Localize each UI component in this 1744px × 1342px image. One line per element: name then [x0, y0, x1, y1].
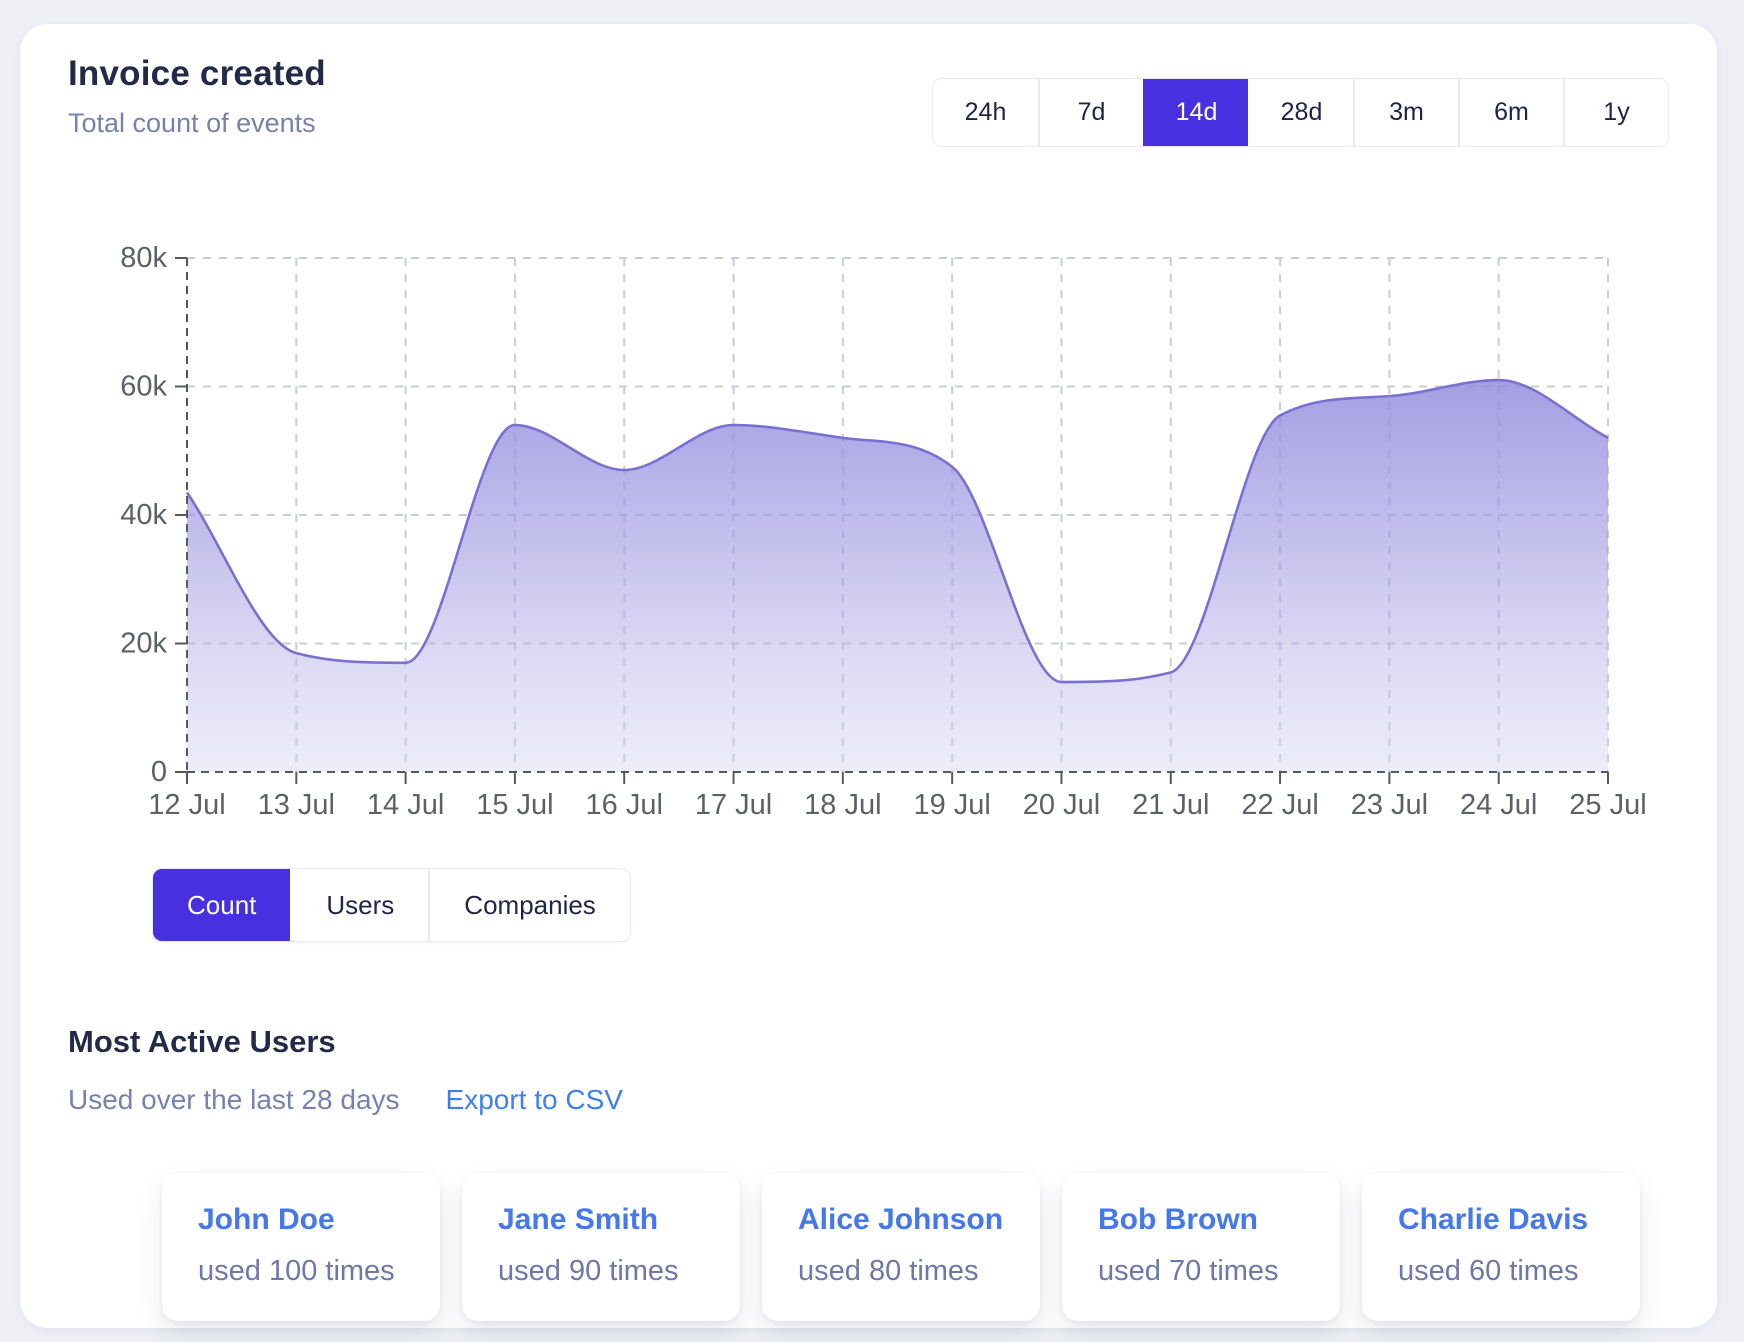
x-tick-label: 12 Jul: [148, 789, 225, 821]
user-name-link[interactable]: Alice Johnson: [798, 1203, 1004, 1236]
user-name-link[interactable]: Bob Brown: [1098, 1203, 1258, 1236]
x-tick-label: 24 Jul: [1460, 789, 1537, 821]
invoice-created-chart: 0 20k 40k 60k 80k 12 Jul 13 Jul 14 Jul 15 Jul 16 …: [100, 228, 1660, 828]
user-usage-count: used 100 times: [198, 1255, 395, 1287]
invoice-created-panel: Invoice created Total count of events 24…: [20, 24, 1717, 1328]
invoice-created-chart-svg: 0 20k 40k 60k 80k 12 Jul 13 Jul 14 Jul 15 Jul 16 …: [120, 242, 1646, 821]
x-tick-label: 18 Jul: [804, 789, 881, 821]
x-tick-label: 16 Jul: [586, 789, 663, 821]
range-28d-button[interactable]: 28d: [1248, 79, 1353, 146]
y-tick-labels: 0 20k 40k 60k 80k: [120, 242, 167, 788]
range-1y-button[interactable]: 1y: [1563, 79, 1668, 146]
user-usage-count: used 60 times: [1398, 1255, 1579, 1287]
tab-companies-button[interactable]: Companies: [428, 869, 630, 941]
area-series: [185, 378, 1609, 772]
chart-axes: [175, 257, 1609, 784]
user-card[interactable]: Alice Johnson used 80 times: [762, 1173, 1040, 1321]
user-card[interactable]: John Doe used 100 times: [162, 1173, 440, 1321]
user-name-link[interactable]: Charlie Davis: [1398, 1203, 1589, 1236]
tab-users-button[interactable]: Users: [290, 869, 429, 941]
user-usage-count: used 70 times: [1098, 1255, 1279, 1287]
x-tick-label: 15 Jul: [476, 789, 553, 821]
y-tick-label: 0: [151, 756, 167, 788]
range-7d-button[interactable]: 7d: [1038, 79, 1143, 146]
user-name-link[interactable]: Jane Smith: [498, 1203, 659, 1236]
range-6m-button[interactable]: 6m: [1458, 79, 1563, 146]
y-tick-label: 40k: [120, 499, 167, 531]
page-subtitle: Total count of events: [68, 108, 316, 138]
user-usage-count: used 90 times: [498, 1255, 679, 1287]
tab-count-button[interactable]: Count: [153, 869, 291, 941]
y-tick-label: 20k: [120, 628, 167, 660]
range-14d-button[interactable]: 14d: [1143, 79, 1248, 146]
x-tick-labels: 12 Jul 13 Jul 14 Jul 15 Jul 16 Jul 17 Jul 18 J…: [148, 789, 1646, 821]
user-name-link[interactable]: John Doe: [198, 1203, 335, 1236]
series-tabs: Count Users Companies: [152, 868, 631, 942]
user-card[interactable]: Bob Brown used 70 times: [1062, 1173, 1340, 1321]
x-tick-label: 21 Jul: [1132, 789, 1209, 821]
x-tick-label: 22 Jul: [1241, 789, 1318, 821]
most-active-users-list: John Doe used 100 times Jane Smith used 90 …: [162, 1173, 1640, 1321]
time-range-selector: 24h 7d 14d 28d 3m 6m 1y: [932, 78, 1669, 147]
y-tick-label: 80k: [120, 242, 167, 274]
export-csv-link[interactable]: Export to CSV: [445, 1084, 623, 1115]
x-tick-label: 17 Jul: [695, 789, 772, 821]
x-tick-label: 19 Jul: [913, 789, 990, 821]
most-active-users-title: Most Active Users: [68, 1024, 336, 1059]
x-tick-label: 25 Jul: [1569, 789, 1646, 821]
user-card[interactable]: Jane Smith used 90 times: [462, 1173, 740, 1321]
x-tick-label: 13 Jul: [258, 789, 335, 821]
page-title: Invoice created: [68, 54, 326, 93]
range-24h-button[interactable]: 24h: [933, 79, 1038, 146]
most-active-users-subtitle: Used over the last 28 days: [68, 1084, 400, 1115]
most-active-users-subrow: Used over the last 28 days Export to CSV: [68, 1084, 623, 1116]
user-card[interactable]: Charlie Davis used 60 times: [1362, 1173, 1640, 1321]
y-tick-label: 60k: [120, 371, 167, 403]
user-usage-count: used 80 times: [798, 1255, 979, 1287]
x-tick-label: 14 Jul: [367, 789, 444, 821]
range-3m-button[interactable]: 3m: [1353, 79, 1458, 146]
x-tick-label: 20 Jul: [1023, 789, 1100, 821]
x-tick-label: 23 Jul: [1351, 789, 1428, 821]
